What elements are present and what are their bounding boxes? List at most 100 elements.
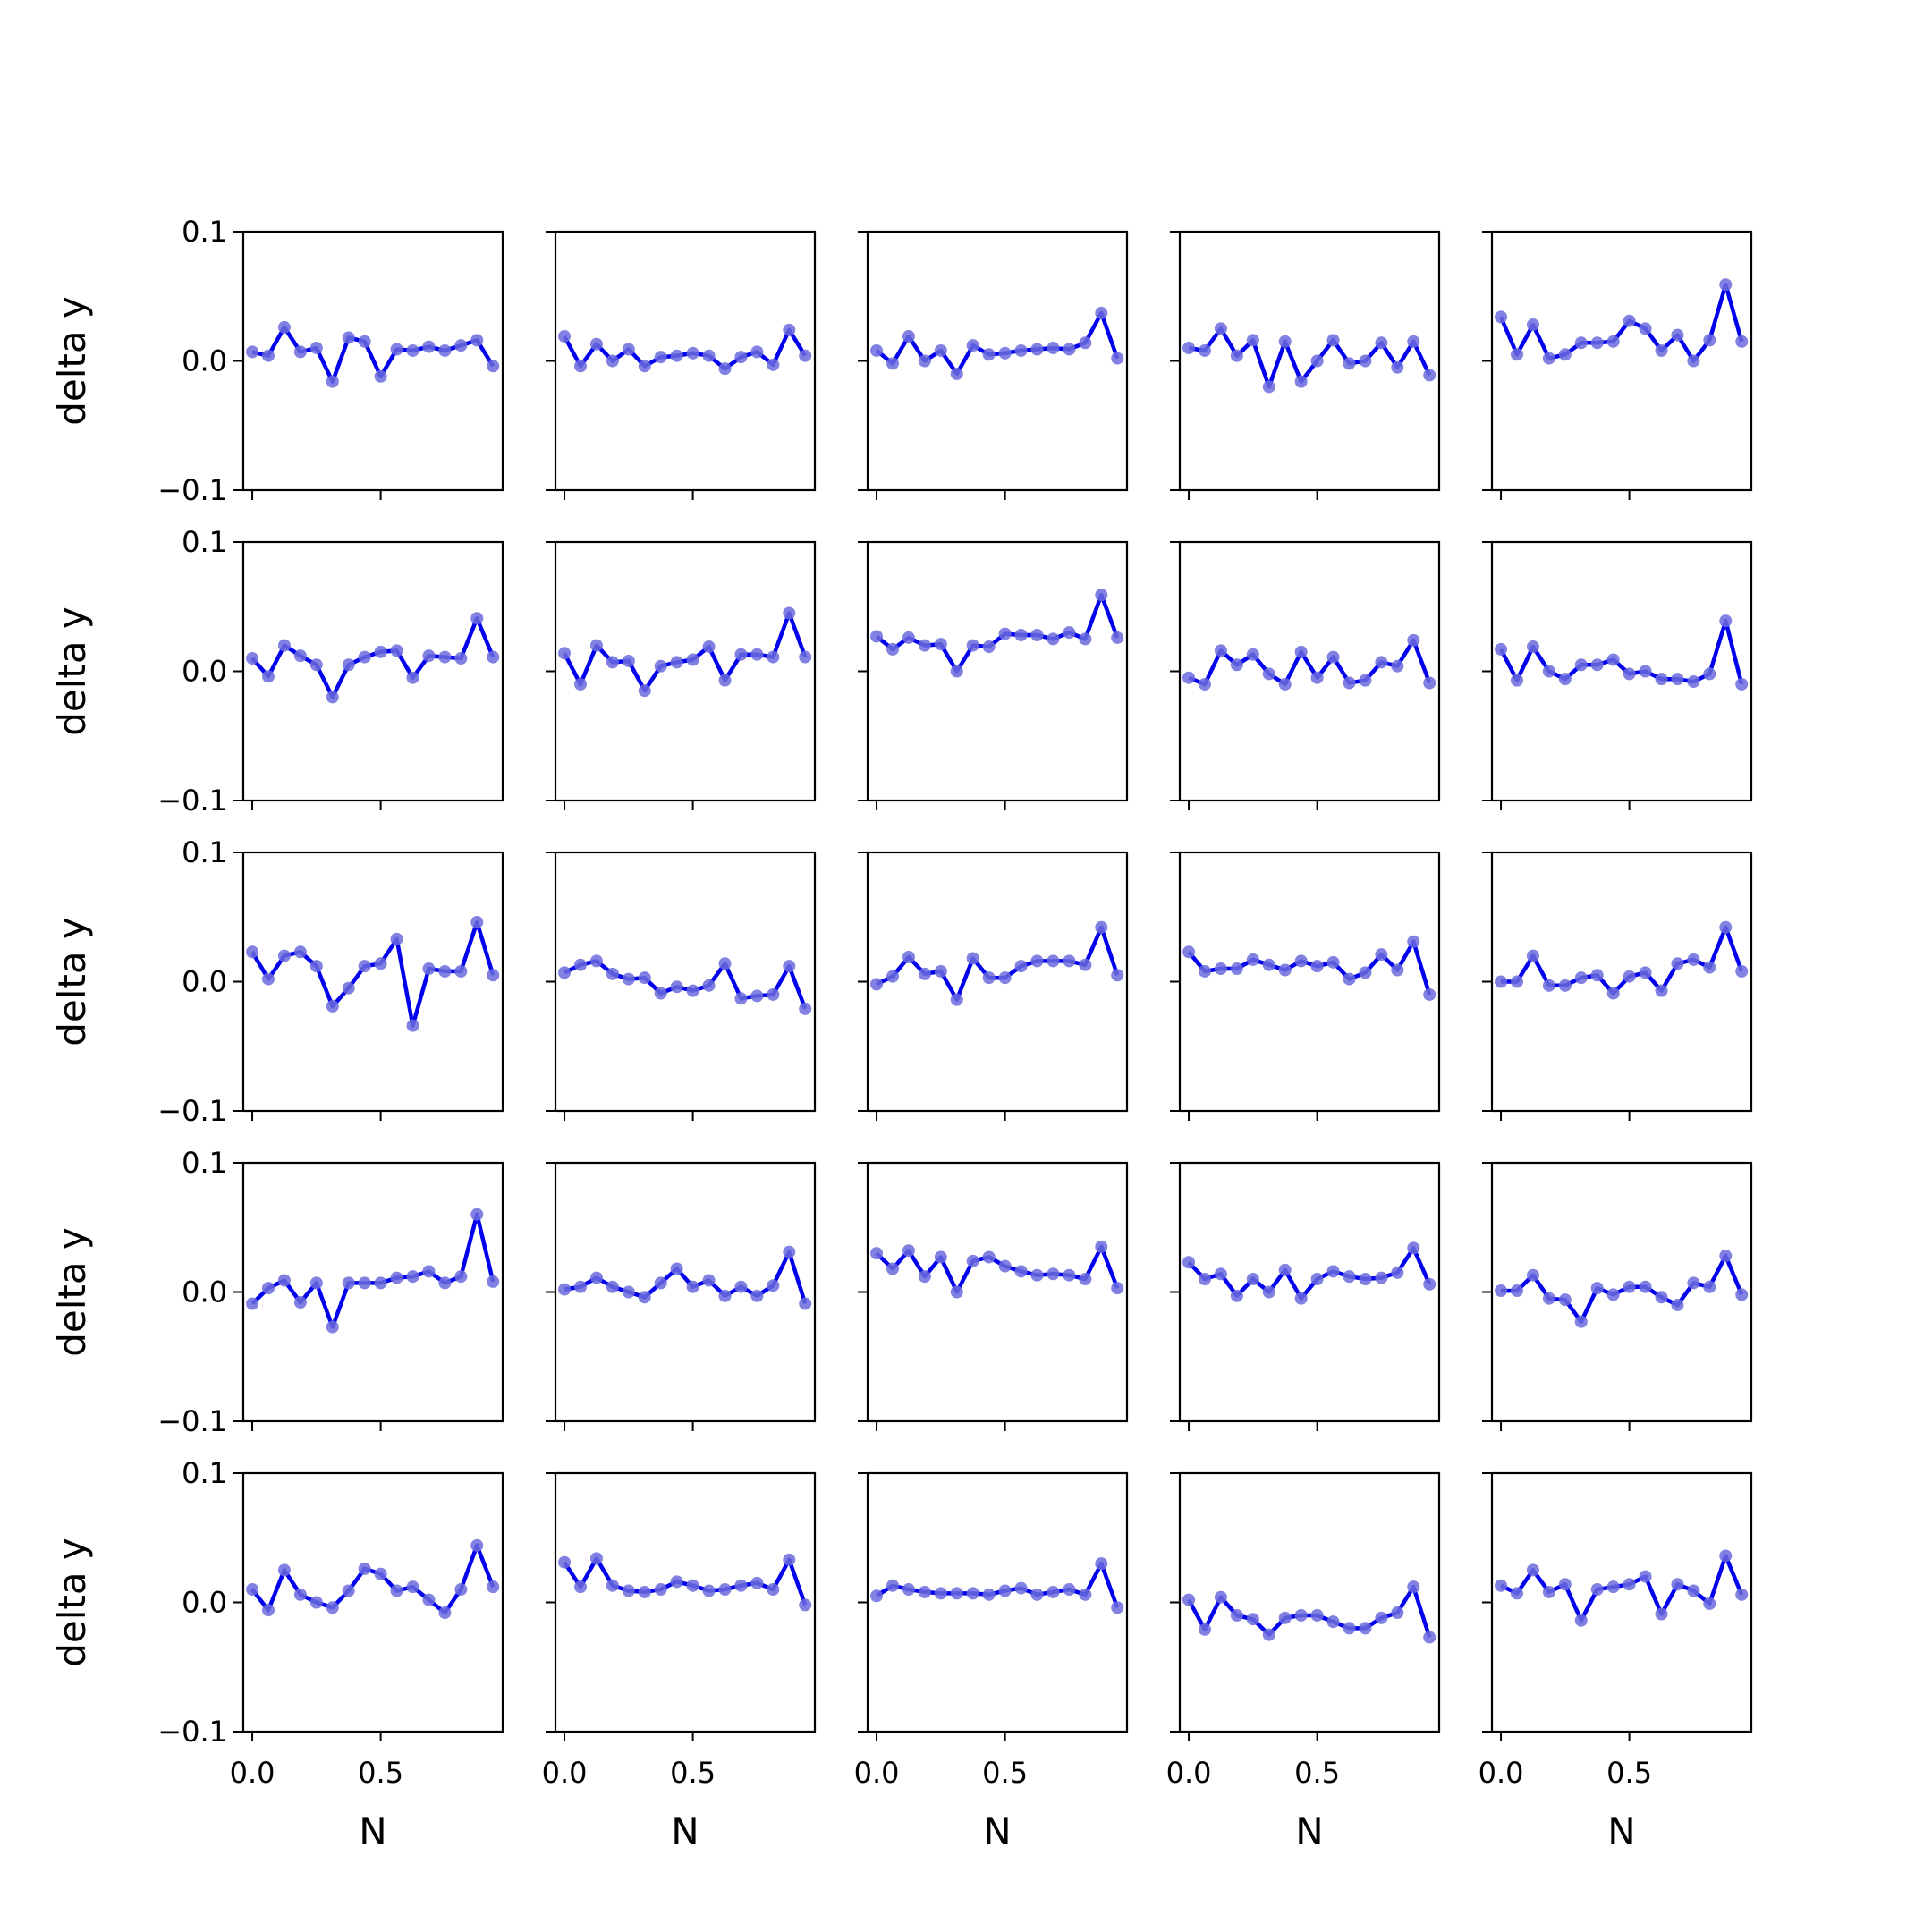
point-r4c5-6 bbox=[1590, 1282, 1604, 1295]
point-r2c1-10 bbox=[406, 671, 419, 684]
point-r5c5-15 bbox=[1735, 1588, 1749, 1601]
point-r3c2-13 bbox=[767, 987, 780, 1001]
point-r4c3-1 bbox=[886, 1262, 899, 1275]
point-r1c3-2 bbox=[902, 330, 915, 343]
point-r1c4-13 bbox=[1391, 360, 1404, 374]
ytick-label-r1c1-0: −0.1 bbox=[157, 473, 227, 507]
point-r3c4-10 bbox=[1343, 972, 1356, 986]
point-r5c1-3 bbox=[293, 1588, 307, 1601]
point-r4c5-2 bbox=[1526, 1268, 1539, 1282]
point-r2c5-5 bbox=[1574, 658, 1588, 672]
point-r4c3-4 bbox=[934, 1250, 947, 1264]
point-r1c3-11 bbox=[1046, 342, 1060, 355]
point-r5c4-9 bbox=[1326, 1615, 1340, 1629]
point-r3c5-5 bbox=[1574, 971, 1588, 985]
point-r2c2-1 bbox=[573, 677, 587, 691]
point-r4c4-0 bbox=[1182, 1256, 1196, 1269]
y-axis-label-row-5: delta y bbox=[50, 1538, 94, 1667]
point-r2c2-12 bbox=[750, 648, 764, 661]
point-r5c1-8 bbox=[374, 1567, 387, 1580]
point-r1c4-7 bbox=[1294, 375, 1308, 388]
point-r4c4-8 bbox=[1310, 1273, 1324, 1286]
point-r3c1-9 bbox=[390, 932, 403, 945]
point-r2c1-12 bbox=[438, 650, 452, 664]
point-r5c2-12 bbox=[750, 1576, 764, 1589]
point-r2c4-10 bbox=[1343, 676, 1356, 690]
point-r3c1-3 bbox=[293, 945, 307, 959]
point-r5c5-8 bbox=[1623, 1578, 1636, 1591]
point-r5c1-10 bbox=[406, 1580, 419, 1594]
point-r4c4-9 bbox=[1326, 1265, 1340, 1278]
point-r3c1-5 bbox=[326, 999, 339, 1013]
series-line-r3c5 bbox=[1501, 925, 1744, 996]
point-r3c3-6 bbox=[966, 952, 979, 965]
point-r2c5-15 bbox=[1735, 677, 1749, 691]
point-r5c2-1 bbox=[573, 1580, 587, 1594]
point-r5c4-0 bbox=[1182, 1593, 1196, 1606]
axes-frame-r1c3 bbox=[866, 230, 1129, 492]
point-r5c3-1 bbox=[886, 1579, 899, 1592]
point-r4c5-9 bbox=[1639, 1280, 1652, 1293]
ytick-label-r2c1-1: 0.0 bbox=[182, 655, 227, 689]
point-r2c2-10 bbox=[718, 674, 732, 687]
point-r2c1-8 bbox=[374, 645, 387, 658]
point-r3c5-13 bbox=[1703, 961, 1716, 974]
series-line-r3c3 bbox=[876, 925, 1120, 1002]
point-r5c1-1 bbox=[261, 1604, 275, 1617]
series-line-r2c1 bbox=[250, 616, 496, 699]
point-r3c1-11 bbox=[422, 962, 436, 976]
point-r4c1-15 bbox=[487, 1275, 500, 1288]
point-r3c5-11 bbox=[1671, 957, 1684, 970]
point-r1c2-14 bbox=[783, 323, 796, 336]
point-r1c1-6 bbox=[342, 331, 355, 344]
xtick-label-r5c1-0: 0.0 bbox=[230, 1756, 275, 1790]
x-axis-label-col-1: N bbox=[359, 1809, 386, 1853]
point-r2c2-13 bbox=[767, 650, 780, 664]
ytick-label-r1c1-2: 0.1 bbox=[182, 215, 227, 249]
point-r1c2-8 bbox=[686, 346, 699, 360]
point-r1c4-0 bbox=[1182, 342, 1196, 355]
point-r3c3-8 bbox=[998, 971, 1012, 985]
point-r1c5-10 bbox=[1655, 343, 1668, 357]
point-r4c4-13 bbox=[1391, 1266, 1404, 1279]
point-r3c4-11 bbox=[1359, 966, 1372, 979]
point-r2c3-2 bbox=[902, 631, 915, 644]
point-r5c3-0 bbox=[870, 1589, 884, 1603]
point-r1c4-11 bbox=[1359, 354, 1372, 368]
point-r4c2-10 bbox=[718, 1289, 732, 1302]
point-r5c4-10 bbox=[1343, 1622, 1356, 1635]
point-r1c2-12 bbox=[750, 345, 764, 359]
point-r3c2-10 bbox=[718, 957, 732, 970]
point-r2c2-2 bbox=[589, 639, 603, 652]
point-r3c4-1 bbox=[1198, 964, 1211, 978]
point-r4c1-5 bbox=[326, 1320, 339, 1334]
point-r4c3-3 bbox=[918, 1270, 931, 1284]
point-r4c1-11 bbox=[422, 1265, 436, 1278]
point-r5c4-7 bbox=[1294, 1608, 1308, 1622]
point-r2c3-11 bbox=[1046, 632, 1060, 646]
point-r5c1-0 bbox=[246, 1583, 259, 1597]
point-r5c1-2 bbox=[277, 1563, 291, 1577]
point-r4c1-8 bbox=[374, 1276, 387, 1290]
point-r3c3-4 bbox=[934, 964, 947, 978]
point-r5c5-0 bbox=[1495, 1579, 1508, 1592]
point-r5c3-8 bbox=[998, 1584, 1012, 1597]
point-r2c4-6 bbox=[1278, 677, 1292, 691]
series-line-r5c1 bbox=[250, 1543, 496, 1615]
point-r5c5-13 bbox=[1703, 1597, 1716, 1610]
point-r3c3-1 bbox=[886, 970, 899, 983]
point-r2c5-3 bbox=[1542, 665, 1555, 678]
point-r3c5-10 bbox=[1655, 984, 1668, 997]
point-r1c5-14 bbox=[1719, 278, 1733, 292]
point-r1c1-8 bbox=[374, 369, 387, 383]
point-r2c4-15 bbox=[1423, 676, 1436, 690]
point-r5c3-5 bbox=[950, 1587, 963, 1600]
point-r4c4-1 bbox=[1198, 1273, 1211, 1286]
point-r4c2-2 bbox=[589, 1271, 603, 1284]
point-r1c2-11 bbox=[734, 351, 748, 364]
point-r4c1-3 bbox=[293, 1296, 307, 1309]
point-r1c1-12 bbox=[438, 343, 452, 357]
point-r1c5-3 bbox=[1542, 352, 1555, 365]
point-r1c5-6 bbox=[1590, 336, 1604, 350]
point-r4c2-11 bbox=[734, 1280, 748, 1293]
